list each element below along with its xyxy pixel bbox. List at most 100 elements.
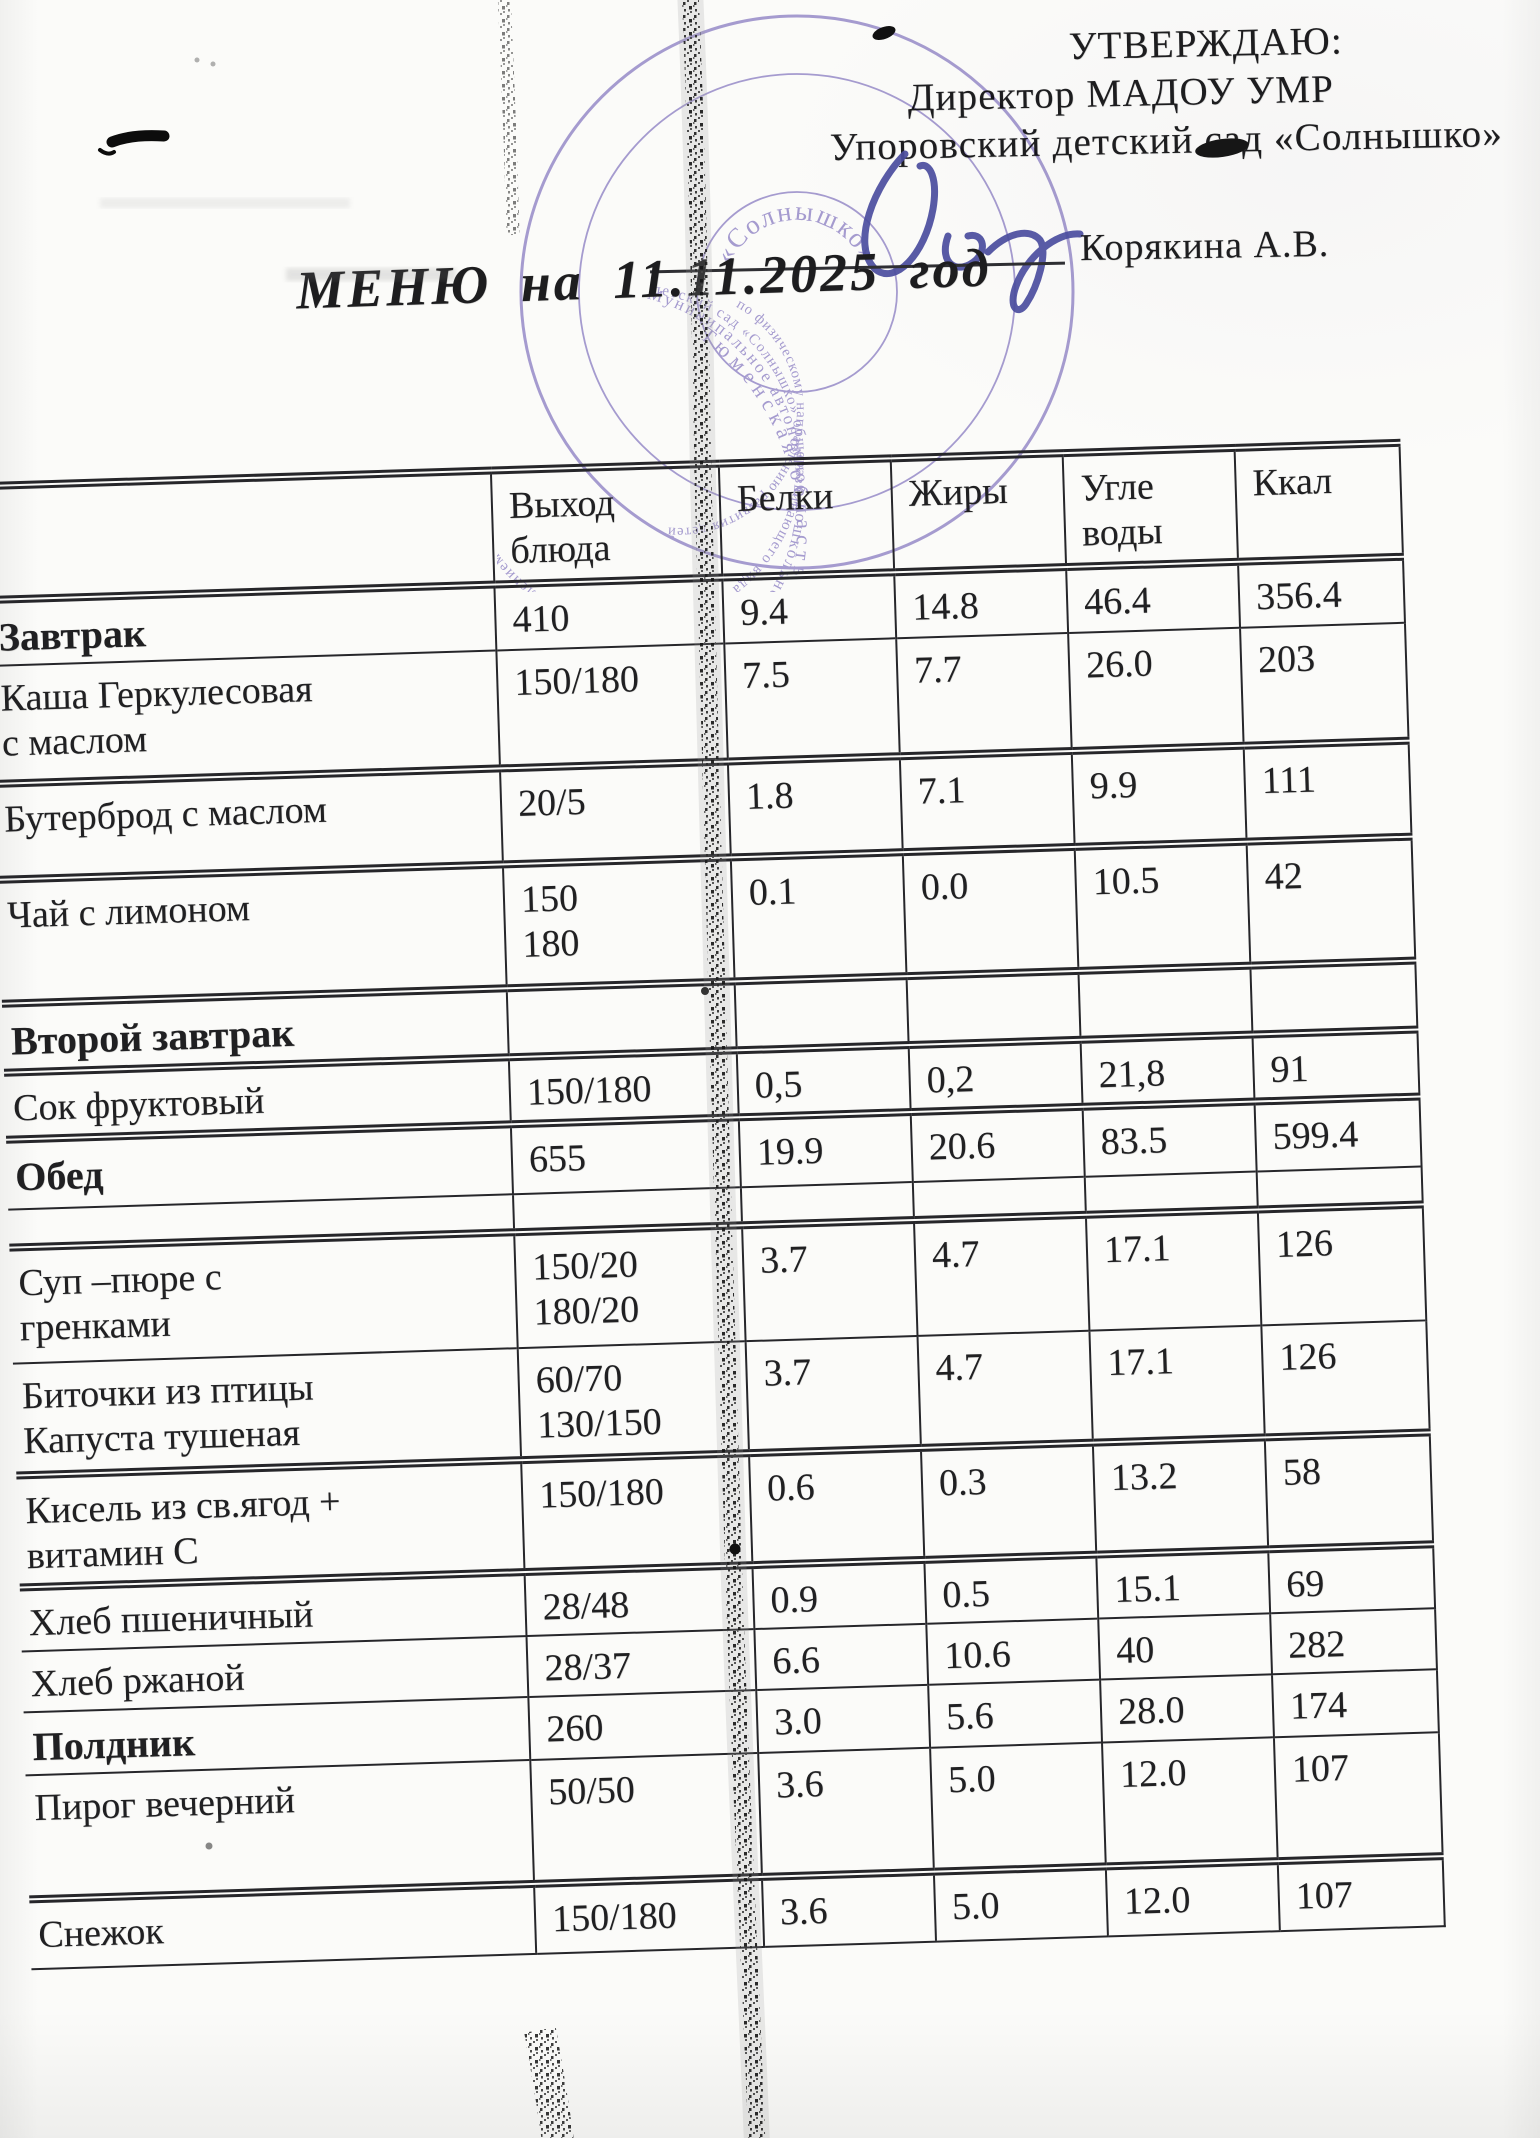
col-header-protein: Белки [718,458,895,578]
protein-cell [734,976,909,1051]
protein-cell: 3.7 [745,1336,921,1454]
output-cell: 150/180 [521,1453,753,1572]
carbs-cell: 12.0 [1102,1736,1278,1867]
fats-cell: 5.0 [930,1742,1106,1872]
col-header-dish [0,470,495,600]
protein-cell: 0.6 [749,1448,925,1565]
col-header-output: Выход блюда [490,463,723,585]
protein-cell [740,1182,914,1226]
protein-cell: 7.5 [724,638,900,762]
fats-cell: 20.6 [910,1107,1085,1183]
kcal-cell: 174 [1271,1668,1439,1737]
dish-name-cell: Кисель из св.ягод + витамин С [16,1460,525,1588]
output-cell: 20/5 [499,761,731,865]
dish-name-cell: Суп –пюре с гренками [9,1232,518,1364]
pen-mark [106,130,170,148]
fats-cell: 4.7 [913,1214,1090,1337]
protein-cell: 6.6 [754,1623,929,1690]
output-cell: 410 [494,577,725,651]
output-cell: 60/70 130/150 [517,1341,750,1461]
fats-cell [906,971,1081,1046]
carbs-cell: 46.4 [1066,561,1241,634]
output-cell: 150/180 [508,1050,739,1125]
col-header-carbs: Угле воды [1062,447,1239,568]
kcal-cell: 91 [1252,1029,1420,1102]
signature-stroke [861,150,938,278]
carbs-cell: 9.9 [1071,745,1247,848]
fats-cell: 10.6 [926,1618,1101,1685]
crease-blob-bottom [524,2027,574,2138]
fats-cell [912,1176,1086,1221]
col-header-kcal: Ккал [1234,442,1403,562]
fats-cell: 7.1 [899,751,1075,853]
output-cell: 28/37 [526,1628,757,1697]
output-cell: 260 [528,1689,759,1760]
carbs-cell: 40 [1098,1612,1272,1680]
signature-stroke [941,231,986,271]
carbs-cell: 17.1 [1089,1325,1265,1443]
dish-name-cell: Биточки из птицы Капуста тушеная [12,1348,522,1476]
carbs-cell: 13.2 [1092,1437,1269,1555]
fats-cell: 0.3 [920,1442,1097,1560]
output-cell: 28/48 [524,1564,755,1636]
faint-dot [210,61,216,67]
faint-dot [194,57,200,63]
carbs-cell: 83.5 [1082,1101,1257,1177]
protein-cell: 3.6 [761,1871,937,1947]
signer-name: Корякина А.В. [1079,222,1330,270]
output-cell: 655 [510,1117,741,1195]
carbs-cell [1084,1171,1258,1215]
protein-cell: 19.9 [738,1112,913,1188]
protein-cell: 3.6 [758,1747,934,1877]
kcal-cell [1250,960,1418,1035]
kcal-cell: 126 [1257,1204,1427,1326]
kcal-cell: 599.4 [1254,1096,1422,1172]
carbs-cell: 17.1 [1085,1209,1262,1331]
output-cell: 150 180 [502,857,735,989]
fats-cell: 7.7 [896,633,1072,757]
kcal-cell: 126 [1261,1320,1430,1438]
kcal-cell: 356.4 [1238,556,1405,628]
dish-name-cell: Каша Геркулесовая с маслом [0,650,500,785]
fats-cell: 14.8 [894,567,1069,639]
protein-cell: 0.9 [752,1559,927,1629]
kcal-cell: 42 [1246,836,1416,966]
kcal-cell [1256,1166,1423,1210]
kcal-cell: 107 [1277,1855,1445,1931]
carbs-cell: 12.0 [1105,1860,1280,1937]
menu-table-rows: Завтрак 410 9.4 14.8 46.4 356.4 Каша Геркулесо… [0,556,1445,1970]
fats-cell: 0.5 [924,1554,1099,1624]
kcal-cell: 282 [1270,1607,1437,1674]
output-cell: 150/20 180/20 [514,1225,746,1349]
output-cell: 150/180 [534,1876,765,1954]
carbs-cell: 21,8 [1080,1034,1255,1108]
protein-cell: 1.8 [727,756,903,858]
signature-stroke [984,229,1084,313]
kcal-cell: 203 [1240,622,1409,746]
output-cell: 150/180 [496,643,728,769]
kcal-cell: 107 [1273,1731,1443,1861]
fats-cell: 5.0 [933,1866,1108,1942]
menu-table: Выход блюда Белки Жиры Угле воды Ккал За… [0,439,1446,1970]
kcal-cell: 69 [1268,1544,1436,1613]
carbs-cell [1078,965,1253,1041]
carbs-cell: 15.1 [1096,1549,1271,1619]
fats-cell: 0.0 [902,847,1079,977]
fats-cell: 0,2 [908,1040,1083,1113]
output-cell [506,981,737,1058]
dish-name-cell: Снежок [29,1883,537,1970]
dish-name-cell: Чай с лимоном [0,864,507,1004]
fats-cell: 5.6 [928,1679,1103,1748]
pen-mark-tail [98,148,116,156]
protein-cell: 0.1 [730,852,907,982]
protein-cell: 3.0 [756,1684,931,1753]
pencil-smudge [100,198,350,208]
protein-cell: 3.7 [742,1220,918,1342]
protein-cell: 0,5 [736,1045,911,1118]
protein-cell: 9.4 [722,572,897,644]
stamp-outer-circle [519,14,1075,570]
col-header-fats: Жиры [890,453,1067,573]
carbs-cell: 28.0 [1100,1673,1274,1743]
kcal-cell: 111 [1243,740,1412,842]
